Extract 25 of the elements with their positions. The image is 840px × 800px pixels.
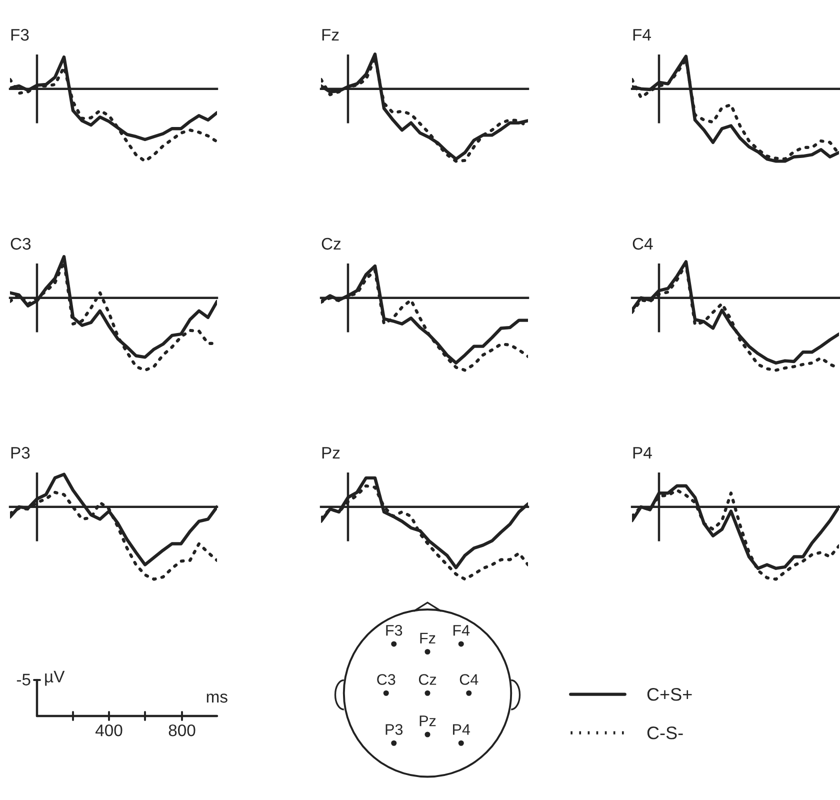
legend-label: C+S+ xyxy=(647,688,692,701)
chart-title: F4 xyxy=(633,29,651,41)
chart-title: Cz xyxy=(322,238,341,250)
chart-title: Pz xyxy=(322,447,340,459)
legend-label: C-S- xyxy=(647,726,683,740)
text: 800 xyxy=(168,724,196,736)
chart-title: C3 xyxy=(10,238,31,250)
text: Cz xyxy=(418,674,436,685)
chart-title: F3 xyxy=(11,28,29,41)
chart-title: C4 xyxy=(632,238,653,250)
text: C4 xyxy=(460,674,478,685)
text: ms xyxy=(206,694,228,703)
text: C3 xyxy=(377,674,396,685)
text: 400 xyxy=(95,724,122,736)
chart-title: P3 xyxy=(11,446,30,459)
text: P3 xyxy=(386,724,403,735)
text: F4 xyxy=(453,625,470,636)
text: F3 xyxy=(386,624,402,636)
text: µV xyxy=(45,670,65,686)
text: Fz xyxy=(420,632,436,644)
chart-title: Fz xyxy=(322,29,339,41)
text: -5 xyxy=(16,674,30,686)
chart-title: P4 xyxy=(633,447,652,459)
text: P4 xyxy=(453,724,470,735)
text: Pz xyxy=(420,716,436,726)
